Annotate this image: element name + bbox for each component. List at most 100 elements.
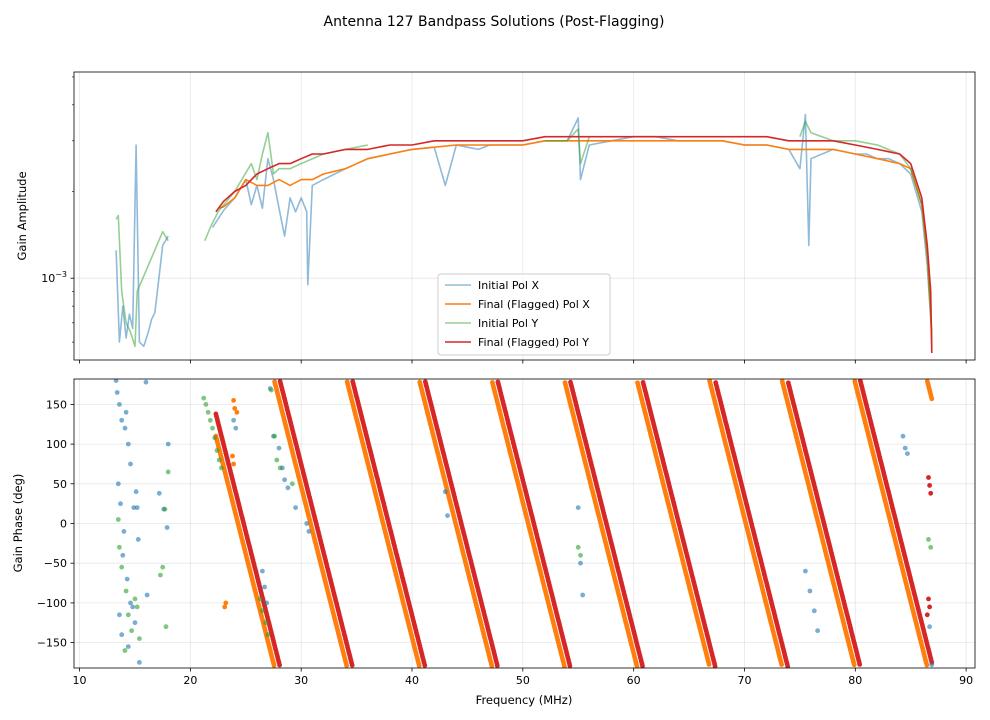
amplitude-series [115, 113, 933, 354]
phase-point-final-flagged-pol-y [926, 475, 931, 480]
phase-point-initial-pol-y [928, 544, 934, 550]
phase-point-initial-pol-x [133, 489, 139, 495]
legend-label: Initial Pol X [478, 279, 539, 292]
phase-point-initial-pol-y [212, 435, 218, 441]
x-tick-label: 10 [73, 674, 87, 687]
x-tick-label: 80 [848, 674, 862, 687]
phase-point-final-flagged-pol-x [924, 662, 930, 668]
legend: Initial Pol X Final (Flagged) Pol X Init… [437, 273, 611, 356]
phase-point-initial-pol-y [205, 409, 211, 415]
phase-point-initial-pol-y [257, 596, 263, 602]
phase-point-initial-pol-y [163, 624, 169, 630]
figure-title: Antenna 127 Bandpass Solutions (Post-Fla… [324, 14, 665, 30]
phase-point-final-flagged-pol-y [494, 663, 500, 668]
phase-point-final-flagged-pol-x [562, 663, 567, 668]
phase-point-initial-pol-x [130, 604, 136, 610]
y-tick-label: −50 [44, 557, 67, 570]
phase-point-final-flagged-pol-x [231, 398, 237, 403]
y-tick-label: 0 [60, 518, 67, 531]
phase-point-initial-pol-x [156, 490, 162, 496]
y-tick-label: 50 [53, 478, 67, 491]
phase-point-final-flagged-pol-y [785, 664, 791, 668]
phase-point-initial-pol-x [119, 417, 125, 423]
phase-point-initial-pol-x [285, 485, 291, 491]
phase-point-initial-pol-y [132, 596, 138, 602]
y-tick-label: −100 [37, 597, 67, 610]
phase-point-initial-pol-y [137, 636, 142, 641]
phase-series [113, 379, 935, 668]
phase-point-initial-pol-y [263, 620, 269, 626]
phase-point-initial-pol-x [902, 445, 908, 451]
phase-point-initial-pol-x [264, 600, 270, 606]
amplitude-ylabel: Gain Amplitude [15, 171, 29, 260]
phase-point-initial-pol-x [125, 644, 131, 649]
phase-point-initial-pol-x [125, 441, 131, 447]
phase-point-initial-pol-y [125, 612, 131, 618]
phase-point-initial-pol-x [119, 632, 125, 638]
phase-point-initial-pol-y [119, 564, 125, 570]
amplitude-line-final-flagged-pol-y [215, 135, 933, 354]
phase-point-initial-pol-y [277, 465, 283, 471]
phase-point-initial-pol-x [117, 402, 122, 407]
phase-point-initial-pol-x [144, 592, 150, 598]
legend-entry-final-pol-y: Final (Flagged) Pol Y [445, 336, 589, 349]
phase-point-final-flagged-pol-y [926, 596, 931, 602]
phase-point-initial-pol-x [113, 379, 119, 383]
phase-point-initial-pol-y [129, 628, 135, 634]
phase-point-initial-pol-x [128, 461, 133, 467]
phase-point-initial-pol-x [293, 505, 298, 510]
amplitude-line-initial-pol-y [115, 120, 933, 348]
phase-point-initial-pol-x [137, 660, 142, 665]
phase-point-initial-pol-x [811, 608, 817, 614]
phase-point-initial-pol-y [158, 572, 163, 578]
amplitude-grid [74, 72, 975, 360]
phase-axes: 10 20 30 40 50 60 70 80 90 −150 −100 −50 0 50 100 150 G… [11, 378, 976, 707]
legend-label: Final (Flagged) Pol Y [478, 336, 589, 349]
phase-point-final-flagged-pol-y [927, 483, 932, 488]
x-tick-label: 60 [627, 674, 641, 687]
phase-point-final-flagged-pol-x [231, 461, 237, 467]
phase-point-initial-pol-x [442, 489, 448, 495]
y-tick-label: 10−3 [41, 270, 67, 285]
phase-point-initial-pol-x [165, 441, 171, 447]
x-tick-label: 20 [183, 674, 197, 687]
phase-point-initial-pol-x [117, 612, 122, 618]
phase-ylabel: Gain Phase (deg) [11, 474, 25, 573]
phase-point-initial-pol-x [231, 417, 237, 423]
phase-point-initial-pol-x [304, 521, 310, 526]
phase-point-initial-pol-y [268, 387, 274, 393]
phase-point-final-flagged-pol-x [271, 663, 277, 668]
phase-point-final-flagged-pol-x [222, 604, 228, 610]
x-tick-label: 30 [294, 674, 308, 687]
phase-point-final-flagged-pol-y [712, 663, 718, 668]
frequency-xlabel: Frequency (MHz) [476, 693, 573, 707]
phase-point-initial-pol-x [131, 505, 137, 510]
phase-point-initial-pol-x [575, 505, 581, 510]
phase-point-final-flagged-pol-x [234, 409, 240, 415]
phase-point-initial-pol-y [162, 506, 168, 512]
phase-point-initial-pol-y [160, 564, 166, 570]
phase-point-initial-pol-x [118, 501, 123, 507]
phase-point-final-flagged-pol-y [349, 662, 355, 668]
phase-point-initial-pol-x [276, 445, 282, 451]
phase-point-initial-pol-x [164, 525, 170, 530]
phase-point-initial-pol-y [214, 448, 220, 453]
phase-point-initial-pol-x [445, 513, 450, 518]
phase-point-initial-pol-x [282, 477, 287, 483]
phase-point-final-flagged-pol-y [924, 612, 930, 618]
phase-point-initial-pol-y [203, 402, 209, 407]
phase-point-initial-pol-x [578, 560, 583, 566]
legend-label: Initial Pol Y [478, 317, 538, 330]
phase-point-initial-pol-y [134, 604, 140, 610]
y-tick-label: −150 [37, 637, 67, 650]
phase-point-initial-pol-y [578, 552, 583, 558]
phase-point-final-flagged-pol-y [422, 663, 428, 668]
legend-label: Final (Flagged) Pol X [478, 298, 590, 311]
phase-point-initial-pol-y [260, 608, 265, 614]
phase-point-initial-pol-x [132, 620, 138, 626]
phase-point-initial-pol-x [807, 588, 813, 594]
phase-point-final-flagged-pol-y [640, 663, 645, 668]
phase-point-initial-pol-x [233, 425, 239, 431]
phase-point-initial-pol-x [134, 505, 140, 510]
phase-point-final-flagged-pol-x [634, 664, 640, 668]
